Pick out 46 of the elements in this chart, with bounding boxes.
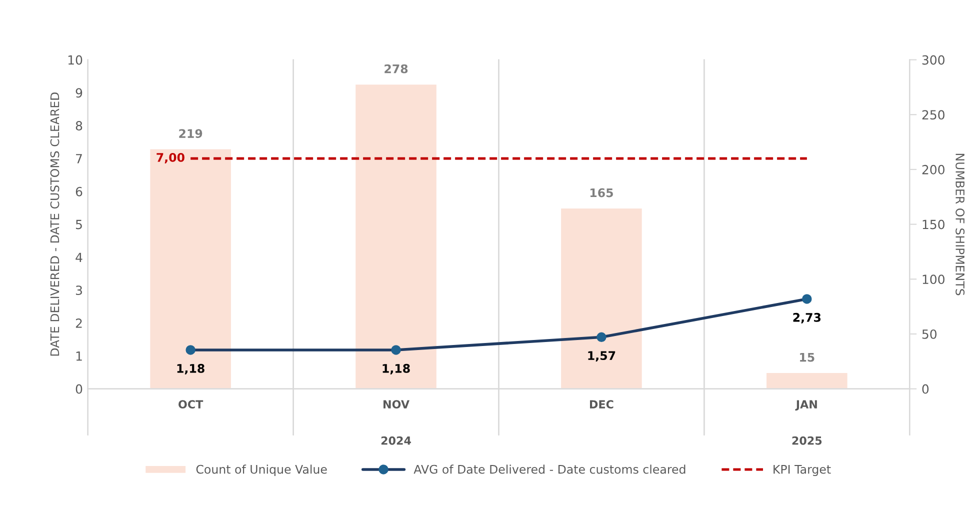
y2-tick-label: 300 bbox=[922, 55, 944, 65]
bar bbox=[354, 83, 438, 389]
data-label: 7,00 bbox=[156, 152, 184, 164]
y2-tick-label: 0 bbox=[922, 384, 929, 394]
legend-label: AVG of Date Delivered - Date customs cleared bbox=[414, 464, 686, 474]
x-tick-label: DEC bbox=[590, 400, 614, 409]
bar bbox=[765, 372, 849, 389]
bar bbox=[148, 148, 232, 389]
data-label: 1,18 bbox=[177, 364, 204, 374]
data-label: 2,73 bbox=[793, 312, 821, 324]
point bbox=[391, 345, 401, 355]
y-tick-label: 9 bbox=[76, 88, 82, 98]
data-label: 219 bbox=[179, 129, 202, 138]
data-label: 15 bbox=[800, 352, 814, 362]
y-tick-label: 5 bbox=[76, 220, 82, 230]
y-tick-label: 3 bbox=[76, 286, 82, 296]
y-tick-label: 0 bbox=[76, 384, 82, 394]
data-label: 165 bbox=[590, 188, 613, 198]
y-tick-label: 1 bbox=[76, 352, 82, 361]
legend-label: KPI Target bbox=[774, 464, 831, 476]
point bbox=[802, 294, 812, 304]
y2-tick-label: 100 bbox=[922, 274, 944, 284]
y2-tick-label: 50 bbox=[922, 329, 937, 339]
point bbox=[596, 332, 606, 342]
y2-tick-label: 150 bbox=[922, 220, 944, 230]
text: 2024 bbox=[381, 436, 411, 445]
y-tick-label: 6 bbox=[76, 186, 82, 196]
data-label: 1,18 bbox=[382, 364, 410, 374]
x-tick-label: OCT bbox=[178, 400, 204, 409]
y-tick-label: 2 bbox=[76, 318, 82, 328]
y-axis-title: DATE DELIVERED - DATE CUSTOMS CLEARED bbox=[50, 92, 60, 356]
bar bbox=[560, 207, 644, 389]
x-tick-label: NOV bbox=[384, 400, 410, 409]
y2-tick-label: 250 bbox=[922, 110, 944, 120]
y-tick-label: 8 bbox=[76, 121, 82, 131]
y2-tick-label: 200 bbox=[922, 164, 944, 174]
y-tick-label: 10 bbox=[68, 55, 82, 65]
y2-axis-title: NUMBER OF SHIPMENTS bbox=[956, 154, 965, 296]
data-label: 278 bbox=[384, 64, 408, 74]
point bbox=[186, 345, 196, 355]
y-tick-label: 4 bbox=[76, 252, 82, 262]
x-tick-label: JAN bbox=[795, 400, 817, 411]
text: 2025 bbox=[792, 436, 822, 445]
legend-label: Count of Unique Value bbox=[196, 464, 327, 476]
y-tick-label: 7 bbox=[76, 154, 82, 164]
data-label: 1,57 bbox=[588, 351, 616, 362]
